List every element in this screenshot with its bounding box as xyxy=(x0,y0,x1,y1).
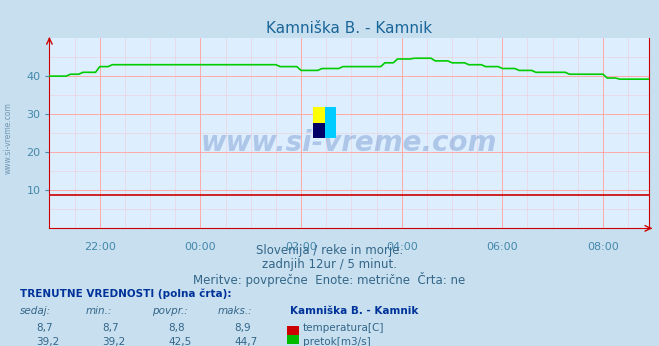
Text: 08:00: 08:00 xyxy=(587,242,619,252)
Text: 02:00: 02:00 xyxy=(285,242,317,252)
Text: 8,7: 8,7 xyxy=(36,323,53,333)
Text: 8,7: 8,7 xyxy=(102,323,119,333)
Text: www.si-vreme.com: www.si-vreme.com xyxy=(201,129,498,157)
Title: Kamniška B. - Kamnik: Kamniška B. - Kamnik xyxy=(266,20,432,36)
Text: 22:00: 22:00 xyxy=(84,242,116,252)
Text: sedaj:: sedaj: xyxy=(20,306,51,316)
Bar xyxy=(325,107,336,138)
Text: Slovenija / reke in morje.: Slovenija / reke in morje. xyxy=(256,244,403,257)
Text: 06:00: 06:00 xyxy=(486,242,518,252)
Text: 39,2: 39,2 xyxy=(102,337,125,346)
Text: 42,5: 42,5 xyxy=(168,337,191,346)
Text: TRENUTNE VREDNOSTI (polna črta):: TRENUTNE VREDNOSTI (polna črta): xyxy=(20,289,231,299)
Text: pretok[m3/s]: pretok[m3/s] xyxy=(303,337,371,346)
Bar xyxy=(313,107,325,123)
Text: Meritve: povprečne  Enote: metrične  Črta: ne: Meritve: povprečne Enote: metrične Črta:… xyxy=(193,272,466,286)
Text: zadnjih 12ur / 5 minut.: zadnjih 12ur / 5 minut. xyxy=(262,258,397,271)
Bar xyxy=(313,123,325,138)
Text: 00:00: 00:00 xyxy=(185,242,216,252)
Text: povpr.:: povpr.: xyxy=(152,306,187,316)
Text: 39,2: 39,2 xyxy=(36,337,59,346)
Text: 44,7: 44,7 xyxy=(234,337,257,346)
Text: Kamniška B. - Kamnik: Kamniška B. - Kamnik xyxy=(290,306,418,316)
Text: 8,9: 8,9 xyxy=(234,323,250,333)
Text: 04:00: 04:00 xyxy=(386,242,418,252)
Text: temperatura[C]: temperatura[C] xyxy=(303,323,385,333)
Text: min.:: min.: xyxy=(86,306,112,316)
Text: 8,8: 8,8 xyxy=(168,323,185,333)
Text: maks.:: maks.: xyxy=(217,306,252,316)
Text: www.si-vreme.com: www.si-vreme.com xyxy=(3,102,13,174)
